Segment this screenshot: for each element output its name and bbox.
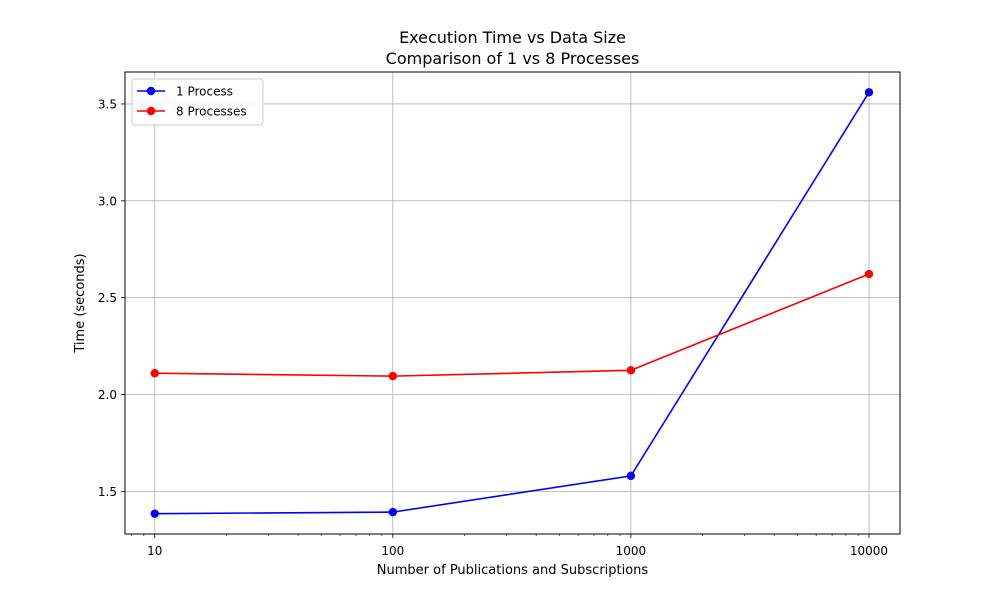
x-tick-label: 10 [147,544,162,558]
legend-marker [146,106,156,116]
x-tick-label: 10000 [850,544,888,558]
x-axis-label: Number of Publications and Subscriptions [377,563,649,578]
grid-lines [125,72,900,534]
data-point [864,269,874,279]
data-point [864,88,874,97]
data-point [150,369,159,378]
legend-label: 1 Process [176,85,233,99]
legend-label: 8 Processes [176,105,247,119]
series-line [154,273,870,377]
y-tick-label: 2.0 [98,388,117,402]
legend: 1 Process 8 Processes [131,78,264,126]
x-tick-label: 100 [381,544,404,558]
y-tick-label: 3.0 [98,194,117,208]
plot-frame [124,71,901,535]
data-point [626,471,636,481]
data-point [626,366,636,375]
series-2 [150,269,874,381]
series-layer [150,88,874,518]
y-axis: 1.5 2.0 2.5 3.0 3.5 [98,97,125,499]
chart-subtitle: Comparison of 1 vs 8 Processes [386,49,640,68]
data-point [150,509,159,518]
data-point [388,371,398,381]
y-axis-label: Time (seconds) [73,253,88,353]
y-tick-label: 1.5 [98,485,117,499]
chart-title: Execution Time vs Data Size [399,28,626,47]
data-point [388,507,398,517]
y-tick-label: 3.5 [98,97,117,111]
series-1 [150,88,874,518]
y-tick-label: 2.5 [98,291,117,305]
series-line [154,91,870,515]
legend-marker [146,86,156,96]
x-tick-label: 1000 [616,544,647,558]
legend-item: 1 Process [137,85,233,99]
legend-item: 8 Processes [137,105,247,119]
x-axis: 10 100 1000 10000 [131,534,888,558]
